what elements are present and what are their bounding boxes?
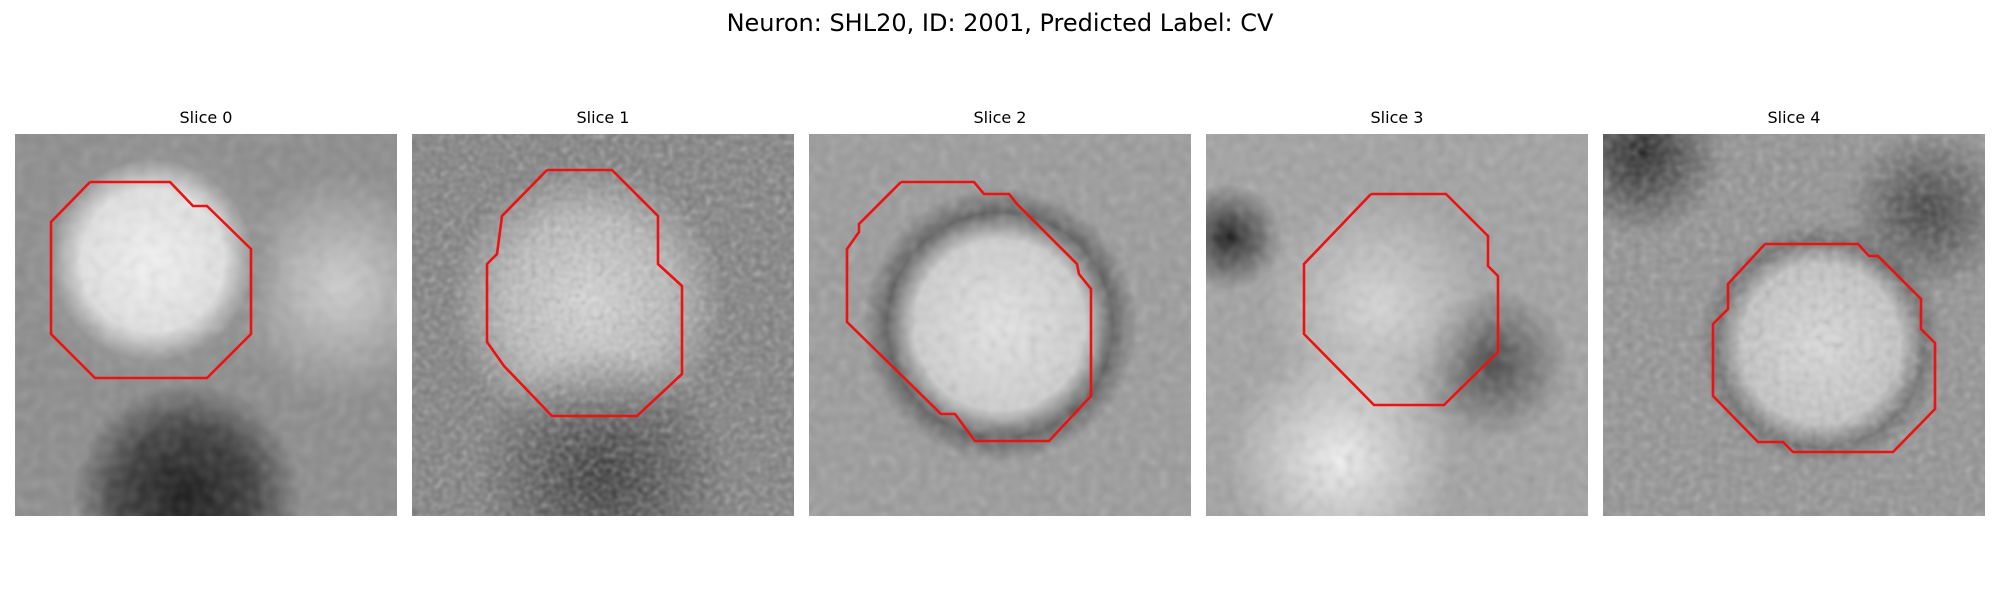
slice-panel-1: Slice 1 <box>412 108 794 516</box>
slice-title-0: Slice 0 <box>179 108 233 127</box>
slice-image-4 <box>1603 134 1985 516</box>
slice-title-4: Slice 4 <box>1767 108 1821 127</box>
slice-image-1 <box>412 134 794 516</box>
slice-panel-4: Slice 4 <box>1603 108 1985 516</box>
slice-image-2 <box>809 134 1191 516</box>
slice-title-2: Slice 2 <box>973 108 1027 127</box>
figure-title: Neuron: SHL20, ID: 2001, Predicted Label… <box>726 9 1274 37</box>
slice-title-1: Slice 1 <box>576 108 630 127</box>
slice-image-0 <box>15 134 397 516</box>
slice-panel-3: Slice 3 <box>1206 108 1588 516</box>
contour-1 <box>485 168 684 418</box>
slice-panel-0: Slice 0 <box>15 108 397 516</box>
contour-3 <box>1302 192 1500 407</box>
slice-title-3: Slice 3 <box>1370 108 1424 127</box>
slice-panel-2: Slice 2 <box>809 108 1191 516</box>
contour-2 <box>845 180 1093 443</box>
slice-image-3 <box>1206 134 1588 516</box>
contour-0 <box>49 180 253 380</box>
contour-4 <box>1711 242 1937 454</box>
